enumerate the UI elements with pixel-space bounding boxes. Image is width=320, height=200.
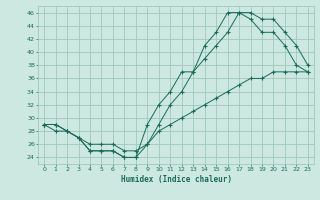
X-axis label: Humidex (Indice chaleur): Humidex (Indice chaleur) — [121, 175, 231, 184]
